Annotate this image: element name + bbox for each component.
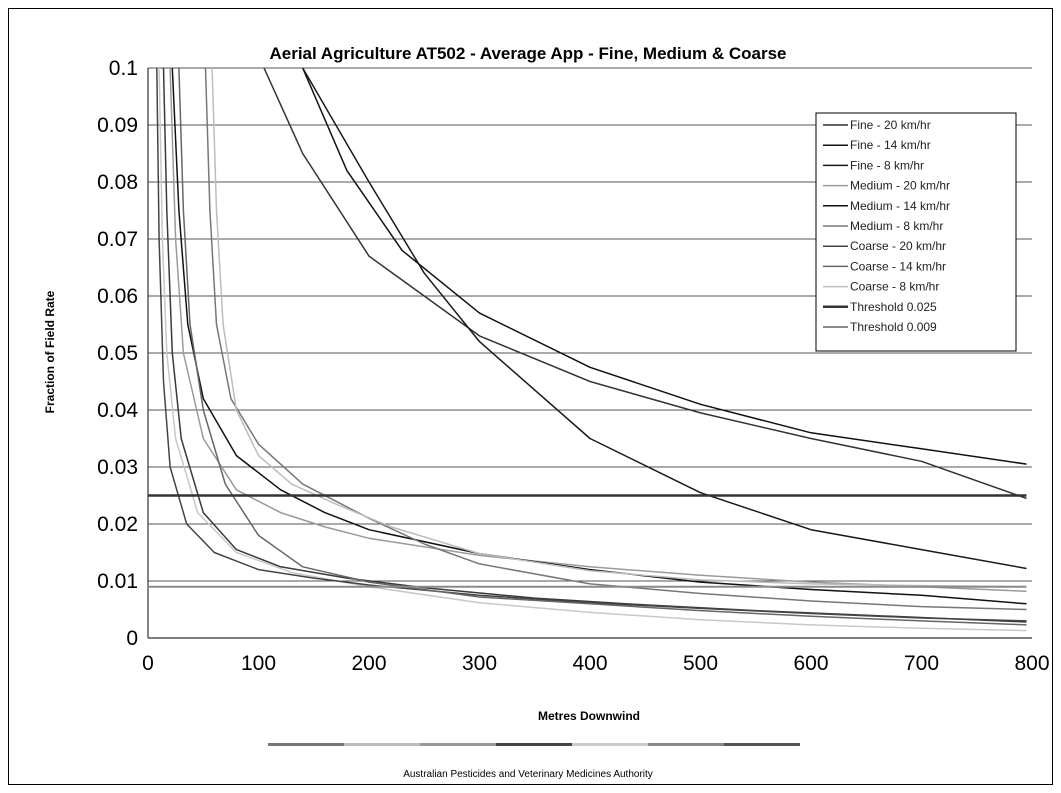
legend-label: Fine - 14 km/hr (850, 138, 931, 152)
series-line-9 (211, 68, 1027, 588)
x-tick-label: 100 (241, 652, 276, 675)
legend-label: Fine - 20 km/hr (850, 118, 931, 132)
y-tick-label: 0.1 (109, 57, 138, 80)
y-tick-label: 0 (126, 627, 138, 650)
x-tick-label: 800 (1014, 652, 1049, 675)
footer-color-strip (268, 743, 800, 746)
series-lines (148, 68, 1027, 632)
x-tick-label: 300 (462, 652, 497, 675)
footer-strip-segment (496, 743, 572, 746)
chart-frame (8, 8, 1053, 785)
legend-label: Medium - 8 km/hr (850, 219, 943, 233)
x-tick-label: 600 (793, 652, 828, 675)
legend-label: Medium - 20 km/hr (850, 179, 950, 193)
y-tick-label: 0.06 (97, 285, 138, 308)
footer-source: Australian Pesticides and Veterinary Med… (403, 769, 653, 780)
legend-label: Medium - 14 km/hr (850, 199, 950, 213)
x-tick-label: 0 (142, 652, 154, 675)
x-tick-label: 700 (904, 652, 939, 675)
series-line-6 (204, 68, 1027, 611)
y-tick-label: 0.08 (97, 171, 138, 194)
y-tick-label: 0.01 (97, 570, 138, 593)
y-tick-label: 0.03 (97, 456, 138, 479)
y-tick-label: 0.05 (97, 342, 138, 365)
series-line-3 (302, 68, 1027, 570)
x-axis-ticks: 0 100 200 300 400 500 600 700 800 (142, 652, 1049, 675)
legend-label: Fine - 8 km/hr (850, 158, 924, 172)
legend-label: Threshold 0.025 (850, 300, 937, 314)
x-tick-label: 200 (351, 652, 386, 675)
legend-box (815, 112, 1017, 352)
legend-label: Coarse - 20 km/hr (850, 239, 946, 253)
footer-strip-segment (724, 743, 800, 746)
y-tick-label: 0.09 (97, 114, 138, 137)
legend-label: Coarse - 14 km/hr (850, 259, 946, 273)
legend-label: Coarse - 8 km/hr (850, 280, 939, 294)
footer-strip-segment (344, 743, 420, 746)
y-axis-ticks: 0 0.01 0.02 0.03 0.04 0.05 0.06 0.07 0.08 0.09 0.1 (97, 57, 138, 650)
y-tick-label: 0.02 (97, 513, 138, 536)
chart-title: Aerial Agriculture AT502 - Average App -… (269, 44, 786, 63)
legend-label: Threshold 0.009 (850, 320, 937, 334)
footer-strip-segment (268, 743, 344, 746)
series-line-2 (302, 68, 1027, 465)
x-tick-label: 400 (572, 652, 607, 675)
x-axis-label: Metres Downwind (538, 709, 640, 723)
footer-strip-segment (572, 743, 648, 746)
x-tick-label: 500 (683, 652, 718, 675)
legend: Fine - 20 km/hr Fine - 14 km/hr Fine - 8 k… (815, 112, 1017, 352)
series-line-7 (156, 68, 1027, 622)
series-line-5 (171, 68, 1027, 605)
y-axis-label: Fraction of Field Rate (43, 290, 57, 413)
series-line-1 (263, 68, 1027, 500)
series-line-4 (169, 68, 1027, 593)
y-tick-label: 0.07 (97, 228, 138, 251)
y-tick-label: 0.04 (97, 399, 138, 422)
footer-strip-segment (420, 743, 496, 746)
series-line-8 (178, 68, 1027, 626)
footer-strip-segment (648, 743, 724, 746)
